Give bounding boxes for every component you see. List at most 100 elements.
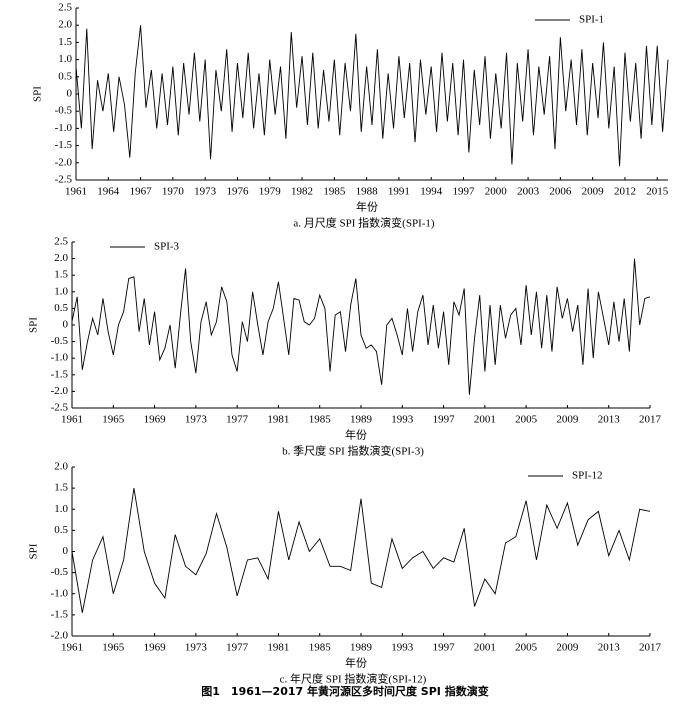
y-tick-label: 0.5 [54,302,68,314]
x-tick-label: 1969 [144,414,167,426]
y-tick-label: 0 [67,88,73,100]
x-tick-label: 1985 [309,414,332,426]
x-tick-label: 1979 [259,186,282,198]
chart-caption: c. 年尺度 SPI 指数演变(SPI-12) [280,672,427,686]
x-tick-label: 2017 [639,642,662,654]
x-tick-label: 1981 [267,642,289,654]
x-tick-label: 1981 [267,414,289,426]
y-tick-label: 1.5 [58,36,72,48]
y-tick-label: 0 [63,545,69,557]
y-tick-label: 1.5 [54,269,68,281]
y-tick-label: -1.0 [51,587,69,599]
y-tick-label: -0.5 [51,335,69,347]
y-axis-label: SPI [28,543,40,559]
y-tick-label: 1.0 [54,285,68,297]
x-axis-label: 年份 [345,428,367,442]
x-tick-label: 2003 [517,186,540,198]
y-tick-label: -2.0 [51,385,69,397]
y-tick-label: 0 [63,319,69,331]
legend-label: SPI-3 [154,241,180,253]
x-tick-label: 2006 [549,186,572,198]
y-tick-label: 2.0 [54,461,68,473]
x-tick-label: 2001 [474,414,496,426]
y-tick-label: -2.0 [51,630,69,642]
y-tick-label: -1.0 [55,122,73,134]
x-tick-label: 1977 [226,642,249,654]
chart: 2.5 2.0 1.5 1.0 0.5 0 -0.5 -1.0 -1.5 -2.0 -2.51961… [32,2,669,230]
y-tick-label: -1.5 [55,139,73,151]
x-tick-label: 1982 [291,186,313,198]
x-tick-label: 1965 [102,642,125,654]
x-tick-label: 1973 [185,642,208,654]
x-tick-label: 1961 [61,414,83,426]
y-tick-label: -2.5 [51,402,69,414]
x-tick-label: 2009 [582,186,605,198]
y-tick-label: -2.0 [55,156,73,168]
x-tick-label: 1965 [102,414,125,426]
x-tick-label: 1994 [420,186,443,198]
y-tick-label: -0.5 [55,105,73,117]
chart: 2.5 2.0 1.5 1.0 0.5 0 -0.5 -1.0 -1.5 -2.0 -2.51961… [28,236,662,458]
x-tick-label: 1973 [185,414,208,426]
x-tick-label: 2000 [485,186,508,198]
x-tick-label: 2009 [556,642,579,654]
data-line [75,25,669,167]
x-tick-label: 1964 [97,186,120,198]
y-tick-label: -1.5 [51,368,69,380]
x-tick-label: 1993 [391,642,414,654]
x-tick-label: 1969 [144,642,167,654]
x-tick-label: 1989 [350,414,373,426]
x-tick-label: 2015 [646,186,669,198]
legend-label: SPI-12 [572,470,603,482]
y-tick-label: 2.5 [58,2,72,14]
x-tick-label: 2005 [515,642,538,654]
x-tick-label: 1997 [433,642,456,654]
x-tick-label: 1977 [226,414,249,426]
x-tick-label: 1997 [452,186,475,198]
x-tick-label: 1973 [194,186,217,198]
x-tick-label: 1997 [433,414,456,426]
chart-caption: b. 季尺度 SPI 指数演变(SPI-3) [282,444,424,458]
x-tick-label: 2009 [556,414,579,426]
x-tick-label: 1976 [226,186,249,198]
x-tick-label: 1985 [323,186,346,198]
x-tick-label: 1961 [65,186,87,198]
chart-caption: a. 月尺度 SPI 指数演变(SPI-1) [293,216,435,230]
x-tick-label: 1967 [130,186,153,198]
x-tick-label: 2013 [598,642,621,654]
y-tick-label: -1.5 [51,608,69,620]
y-tick-label: -2.5 [55,174,73,186]
x-axis-label: 年份 [356,200,378,214]
y-tick-label: -0.5 [51,566,69,578]
y-tick-label: 2.5 [54,236,68,248]
x-tick-label: 1988 [356,186,379,198]
x-tick-label: 2012 [614,186,636,198]
x-tick-label: 2005 [515,414,538,426]
data-line [71,258,651,395]
x-tick-label: 2013 [598,414,621,426]
x-tick-label: 1961 [61,642,83,654]
legend-label: SPI-1 [579,14,604,26]
y-tick-label: 2.0 [54,252,68,264]
y-tick-label: 0.5 [58,70,72,82]
x-tick-label: 2017 [639,414,662,426]
y-tick-label: 1.0 [58,53,72,65]
y-tick-label: 2.0 [58,19,72,31]
figure-caption: 图1 1961—2017 年黄河源区多时间尺度 SPI 指数演变 [201,684,488,698]
x-tick-label: 1991 [388,186,410,198]
y-tick-label: 1.0 [54,503,68,515]
y-tick-label: 1.5 [54,482,68,494]
x-tick-label: 1985 [309,642,332,654]
x-tick-label: 1993 [391,414,414,426]
y-axis-label: SPI [32,86,44,102]
y-tick-label: 0.5 [54,524,68,536]
data-line [71,488,651,613]
y-axis-label: SPI [28,317,40,333]
x-tick-label: 2001 [474,642,496,654]
x-tick-label: 1989 [350,642,373,654]
y-tick-label: -1.0 [51,352,69,364]
x-tick-label: 1970 [162,186,185,198]
x-axis-label: 年份 [345,656,367,670]
